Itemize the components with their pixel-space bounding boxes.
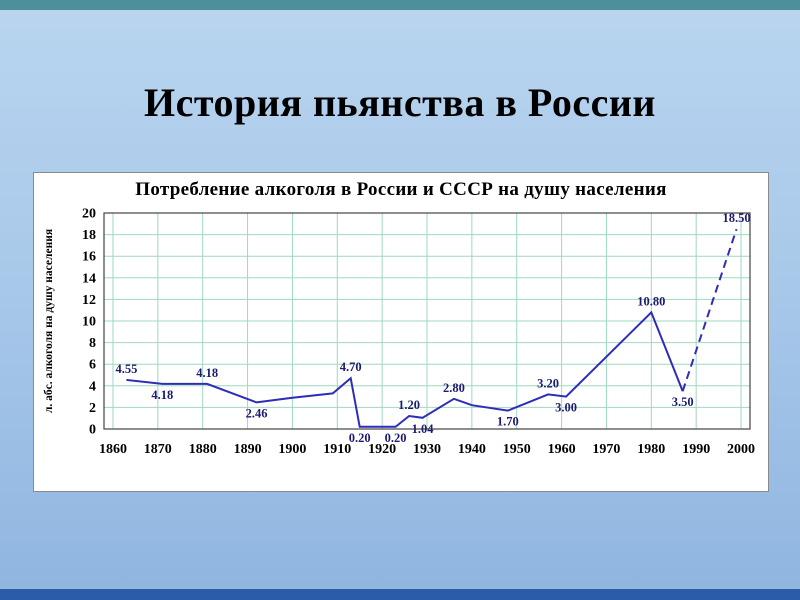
svg-text:1960: 1960 <box>548 442 576 457</box>
svg-text:18.50: 18.50 <box>722 211 750 225</box>
svg-text:3.20: 3.20 <box>537 376 559 390</box>
svg-text:8: 8 <box>89 336 96 351</box>
chart-panel: Потребление алкоголя в России и СССР на … <box>33 172 769 492</box>
svg-text:10.80: 10.80 <box>637 294 665 308</box>
svg-text:10: 10 <box>82 315 96 330</box>
svg-text:4: 4 <box>89 379 96 394</box>
svg-text:2.46: 2.46 <box>246 406 268 420</box>
alcohol-consumption-line-chart: 4.55 4.18 4.18 2.46 4.70 0.20 0.20 1.20 1.04 2.80… <box>43 207 755 458</box>
svg-text:1860: 1860 <box>99 442 127 457</box>
svg-text:1870: 1870 <box>144 442 172 457</box>
chart-title: Потребление алкоголя в России и СССР на … <box>135 179 667 200</box>
svg-text:1930: 1930 <box>413 442 441 457</box>
svg-text:2.80: 2.80 <box>443 381 465 395</box>
svg-text:1990: 1990 <box>682 442 710 457</box>
svg-text:1900: 1900 <box>278 442 306 457</box>
svg-text:1940: 1940 <box>458 442 486 457</box>
svg-text:4.70: 4.70 <box>340 360 362 374</box>
svg-text:2000: 2000 <box>727 442 755 457</box>
svg-text:4.18: 4.18 <box>151 388 173 402</box>
svg-text:0.20: 0.20 <box>349 431 371 445</box>
svg-text:2: 2 <box>89 401 96 416</box>
svg-text:3.00: 3.00 <box>555 401 577 415</box>
svg-text:3.50: 3.50 <box>672 395 694 409</box>
svg-text:16: 16 <box>82 250 96 265</box>
svg-text:20: 20 <box>82 207 96 222</box>
svg-text:6: 6 <box>89 358 96 373</box>
svg-text:1980: 1980 <box>637 442 665 457</box>
svg-text:1910: 1910 <box>323 442 351 457</box>
svg-text:1890: 1890 <box>234 442 262 457</box>
svg-text:0.20: 0.20 <box>385 431 407 445</box>
top-accent-bar <box>0 0 800 10</box>
svg-text:1950: 1950 <box>503 442 531 457</box>
svg-text:0: 0 <box>89 423 96 438</box>
svg-text:18: 18 <box>82 228 96 243</box>
svg-text:1.20: 1.20 <box>398 398 420 412</box>
svg-text:4.55: 4.55 <box>115 362 137 376</box>
bottom-accent-bar <box>0 589 800 600</box>
svg-text:4.18: 4.18 <box>196 366 218 380</box>
svg-text:1.70: 1.70 <box>497 415 519 429</box>
svg-text:14: 14 <box>82 271 96 286</box>
svg-text:л. абс. алкоголя на душу насел: л. абс. алкоголя на душу населения <box>43 229 55 413</box>
svg-text:1970: 1970 <box>592 442 620 457</box>
svg-text:12: 12 <box>82 293 96 308</box>
svg-text:1.04: 1.04 <box>412 422 435 436</box>
svg-text:1880: 1880 <box>189 442 217 457</box>
slide-title: История пьянства в России <box>144 79 656 125</box>
svg-text:1920: 1920 <box>368 442 396 457</box>
